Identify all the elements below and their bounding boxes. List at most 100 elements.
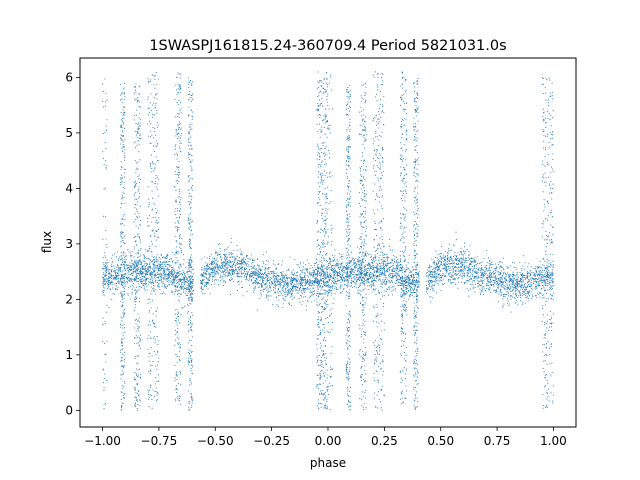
data-point xyxy=(358,265,360,267)
data-point xyxy=(215,268,217,270)
data-point xyxy=(551,272,553,274)
data-point xyxy=(268,284,271,286)
data-point xyxy=(105,265,107,267)
data-point xyxy=(466,267,468,269)
data-point xyxy=(305,268,307,270)
data-point xyxy=(382,281,384,283)
data-point xyxy=(121,261,124,263)
data-point xyxy=(325,277,327,279)
data-point xyxy=(148,270,150,272)
data-point xyxy=(314,292,316,294)
data-point xyxy=(293,277,295,279)
data-point xyxy=(391,265,393,267)
data-point xyxy=(320,271,322,273)
data-point xyxy=(387,259,389,262)
data-point xyxy=(316,272,318,274)
data-point xyxy=(322,279,324,281)
data-point xyxy=(510,283,512,285)
data-point xyxy=(504,281,506,283)
data-point xyxy=(476,256,478,258)
data-point xyxy=(239,262,242,265)
data-point xyxy=(331,260,333,262)
data-point xyxy=(509,280,512,282)
data-point xyxy=(268,291,270,293)
data-point xyxy=(455,239,457,241)
data-point xyxy=(245,265,247,267)
data-point xyxy=(290,296,292,298)
data-point xyxy=(183,279,186,281)
data-point xyxy=(249,274,252,276)
data-point xyxy=(274,264,276,266)
data-point xyxy=(334,271,336,274)
data-point xyxy=(134,260,136,262)
data-point xyxy=(537,266,539,269)
data-point xyxy=(467,266,469,268)
data-point xyxy=(173,272,175,274)
data-point xyxy=(329,277,331,279)
data-point xyxy=(522,276,524,279)
data-point xyxy=(268,271,270,273)
data-point xyxy=(133,267,135,269)
data-point xyxy=(438,265,440,267)
data-point xyxy=(408,276,410,278)
data-point xyxy=(347,256,349,258)
data-point xyxy=(372,267,374,269)
data-point xyxy=(325,272,327,274)
data-point xyxy=(146,263,148,265)
data-point xyxy=(351,257,353,259)
data-point xyxy=(477,282,480,284)
data-point xyxy=(244,263,246,265)
data-point xyxy=(485,273,487,275)
data-point xyxy=(164,278,166,280)
data-point xyxy=(337,289,339,291)
data-point xyxy=(498,267,500,269)
data-point xyxy=(224,273,226,275)
data-point xyxy=(252,261,254,264)
data-point xyxy=(453,265,455,267)
data-point xyxy=(283,285,285,287)
data-point xyxy=(281,276,283,278)
data-point xyxy=(457,252,459,254)
data-point xyxy=(176,286,178,288)
data-point xyxy=(340,287,342,289)
data-point xyxy=(383,279,385,281)
data-point xyxy=(309,288,311,290)
data-point xyxy=(274,278,276,280)
data-point xyxy=(170,280,172,282)
data-point xyxy=(104,278,106,280)
data-point xyxy=(192,280,194,282)
data-point xyxy=(507,293,510,295)
data-point xyxy=(183,259,185,261)
data-point xyxy=(310,285,312,287)
data-point xyxy=(271,270,273,273)
data-point xyxy=(521,281,523,284)
data-point xyxy=(166,254,168,256)
data-point xyxy=(231,261,234,263)
data-point xyxy=(491,272,493,274)
data-point xyxy=(172,251,174,254)
data-point xyxy=(483,257,485,260)
data-point xyxy=(331,254,333,257)
data-point xyxy=(514,291,516,293)
data-point xyxy=(275,267,277,269)
data-point xyxy=(105,256,107,259)
data-point xyxy=(302,268,304,270)
data-point xyxy=(367,268,369,270)
data-point xyxy=(325,283,327,285)
data-point xyxy=(231,272,234,274)
data-point xyxy=(102,277,104,279)
data-point xyxy=(351,270,353,272)
data-point xyxy=(234,260,236,262)
data-point xyxy=(411,276,413,278)
data-point xyxy=(275,277,277,279)
data-point xyxy=(468,258,470,260)
data-point xyxy=(549,271,551,274)
data-point xyxy=(275,286,277,288)
data-point xyxy=(547,279,549,281)
data-point xyxy=(545,293,547,295)
data-point xyxy=(280,279,282,281)
data-point xyxy=(120,274,122,276)
data-point xyxy=(432,277,434,279)
data-point xyxy=(540,276,542,279)
data-point xyxy=(183,287,186,289)
